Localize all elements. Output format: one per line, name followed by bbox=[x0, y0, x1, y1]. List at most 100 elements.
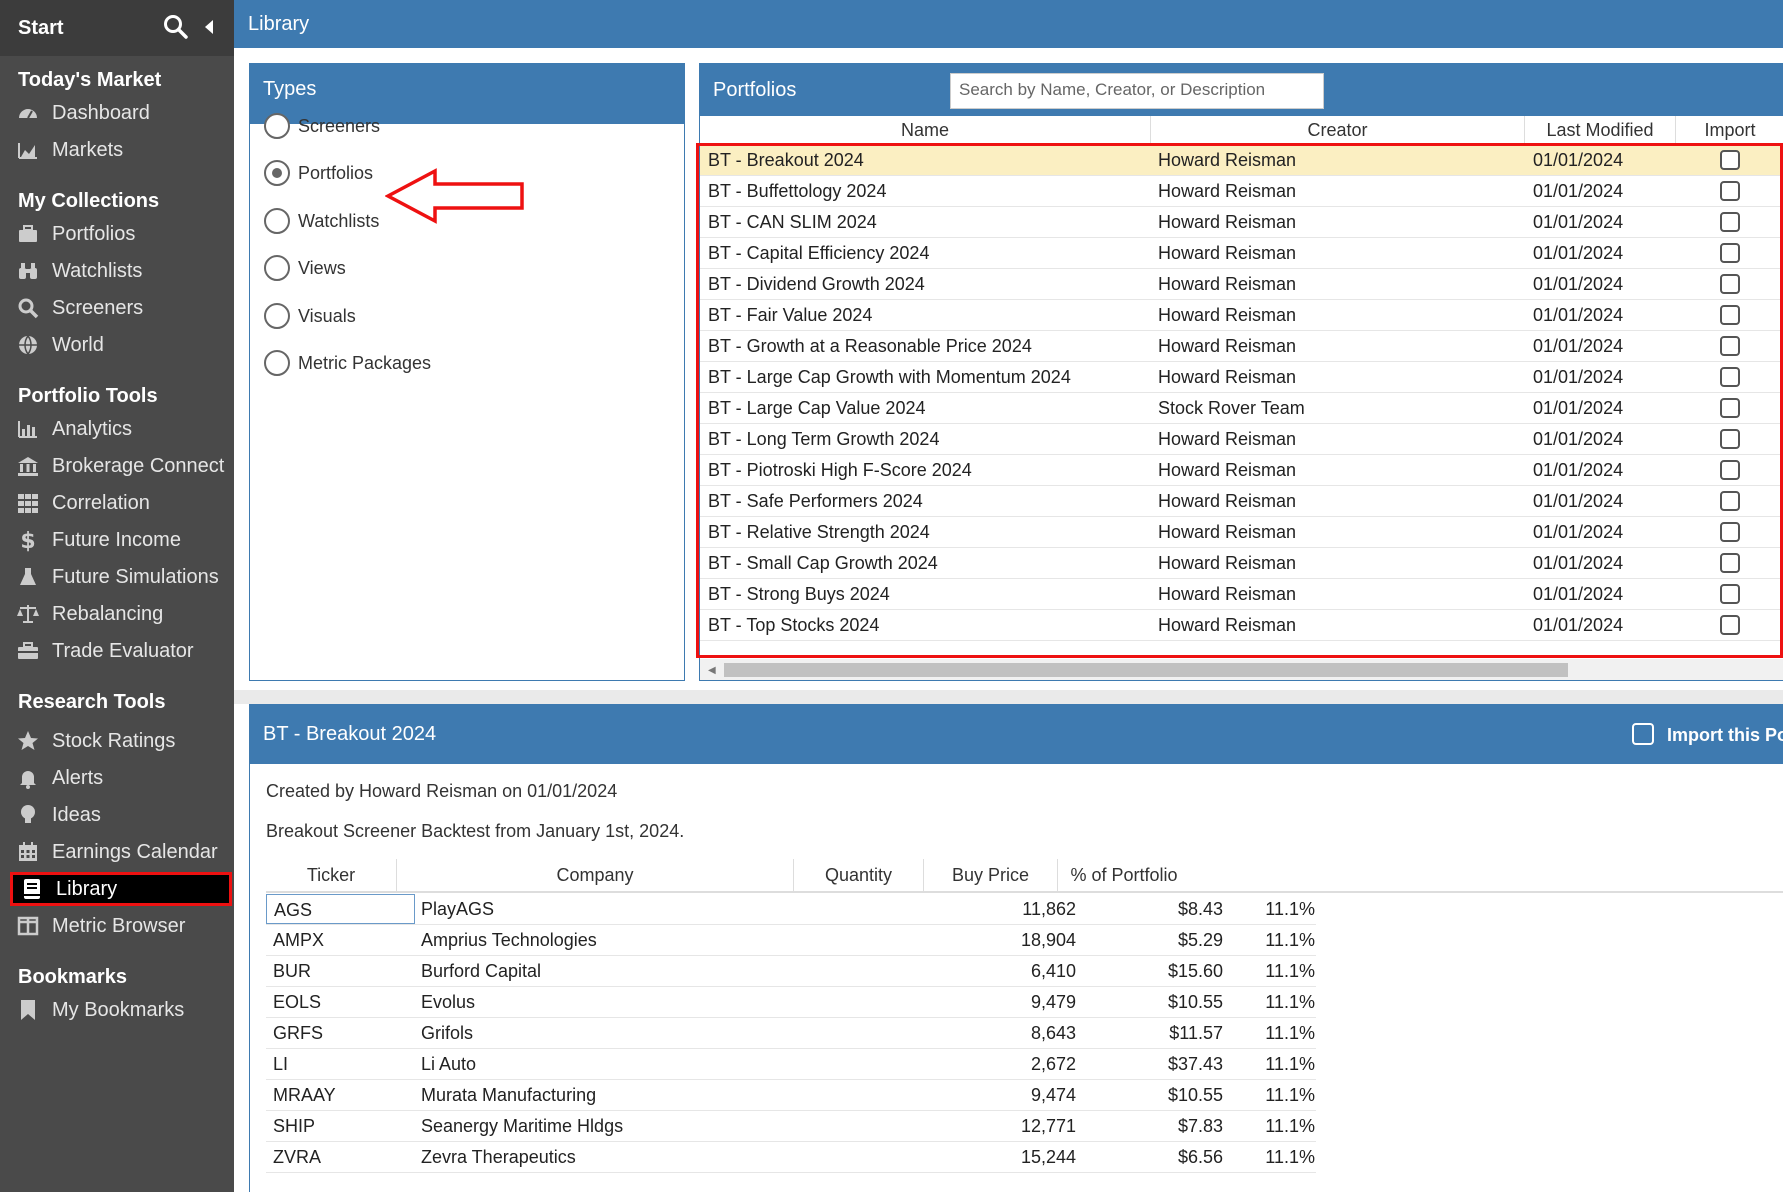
sidebar-item-future-simulations[interactable]: Future Simulations bbox=[14, 560, 228, 594]
holdings-header-company[interactable]: Company bbox=[397, 859, 794, 891]
holding-row[interactable]: MRAAY Murata Manufacturing 9,474 $10.55 11.1… bbox=[266, 1080, 1316, 1111]
radio-button[interactable] bbox=[264, 303, 290, 329]
import-portfolio-label[interactable]: Import this Por bbox=[1667, 725, 1783, 745]
sidebar-item-world[interactable]: World bbox=[14, 328, 228, 362]
holding-row[interactable]: LI Li Auto 2,672 $37.43 11.1% bbox=[266, 1049, 1316, 1080]
scrollbar-thumb[interactable] bbox=[724, 663, 1568, 677]
holding-row[interactable]: ZVRA Zevra Therapeutics 15,244 $6.56 11.1% bbox=[266, 1142, 1316, 1173]
portfolio-last-modified: 01/01/2024 bbox=[1533, 491, 1624, 511]
import-checkbox[interactable] bbox=[1720, 274, 1740, 294]
portfolio-row[interactable]: BT - CAN SLIM 2024 Howard Reisman 01/01/20… bbox=[700, 207, 1783, 238]
import-checkbox[interactable] bbox=[1720, 553, 1740, 573]
type-option-screeners[interactable]: Screeners bbox=[264, 113, 380, 139]
sidebar-item-brokerage-connect[interactable]: Brokerage Connect bbox=[14, 449, 228, 483]
type-option-portfolios[interactable]: Portfolios bbox=[264, 160, 373, 186]
portfolio-row[interactable]: BT - Small Cap Growth 2024 Howard Reisman… bbox=[700, 548, 1783, 579]
holding-row[interactable]: AMPX Amprius Technologies 18,904 $5.29 11.1% bbox=[266, 925, 1316, 956]
portfolio-row[interactable]: BT - Breakout 2024 Howard Reisman 01/01/20… bbox=[700, 145, 1783, 176]
import-checkbox[interactable] bbox=[1720, 522, 1740, 542]
sidebar-item-my-bookmarks[interactable]: My Bookmarks bbox=[14, 993, 228, 1027]
holding-row[interactable]: SHIP Seanergy Maritime Hldgs 12,771 $7.83 11… bbox=[266, 1111, 1316, 1142]
radio-button[interactable] bbox=[264, 160, 290, 186]
import-checkbox[interactable] bbox=[1720, 615, 1740, 635]
portfolios-panel: Portfolios Search by Name, Creator, or D… bbox=[699, 63, 1783, 681]
radio-button[interactable] bbox=[264, 113, 290, 139]
portfolio-row[interactable]: BT - Growth at a Reasonable Price 2024 Ho… bbox=[700, 331, 1783, 362]
import-checkbox[interactable] bbox=[1720, 212, 1740, 232]
type-option-views[interactable]: Views bbox=[264, 255, 346, 281]
sidebar-item-trade-evaluator[interactable]: Trade Evaluator bbox=[14, 634, 228, 668]
portfolio-row[interactable]: BT - Relative Strength 2024 Howard Reisma… bbox=[700, 517, 1783, 548]
portfolio-search-input[interactable]: Search by Name, Creator, or Description bbox=[950, 73, 1324, 109]
holding-row[interactable]: BUR Burford Capital 6,410 $15.60 11.1% bbox=[266, 956, 1316, 987]
import-portfolio-checkbox[interactable] bbox=[1632, 723, 1654, 745]
scroll-left-icon[interactable]: ◀ bbox=[708, 665, 716, 676]
sidebar-item-markets[interactable]: Markets bbox=[14, 133, 228, 167]
type-option-visuals[interactable]: Visuals bbox=[264, 303, 356, 329]
column-header-creator[interactable]: Creator bbox=[1151, 116, 1525, 144]
portfolio-row[interactable]: BT - Piotroski High F-Score 2024 Howard R… bbox=[700, 455, 1783, 486]
sidebar-item-metric-browser[interactable]: Metric Browser bbox=[14, 909, 228, 943]
type-option-watchlists[interactable]: Watchlists bbox=[264, 208, 379, 234]
import-checkbox[interactable] bbox=[1720, 398, 1740, 418]
import-checkbox[interactable] bbox=[1720, 336, 1740, 356]
horizontal-scrollbar[interactable]: ◀ bbox=[700, 659, 1783, 680]
portfolio-last-modified: 01/01/2024 bbox=[1533, 553, 1624, 573]
import-checkbox[interactable] bbox=[1720, 243, 1740, 263]
import-checkbox[interactable] bbox=[1720, 584, 1740, 604]
holdings-header-quantity[interactable]: Quantity bbox=[794, 859, 924, 891]
sidebar-item-screeners[interactable]: Screeners bbox=[14, 291, 228, 325]
sidebar-item-ideas[interactable]: Ideas bbox=[14, 798, 228, 832]
sidebar-item-future-income[interactable]: $ Future Income bbox=[14, 523, 228, 557]
sidebar-item-portfolios[interactable]: Portfolios bbox=[14, 217, 228, 251]
import-checkbox[interactable] bbox=[1720, 491, 1740, 511]
holding-row[interactable]: GRFS Grifols 8,643 $11.57 11.1% bbox=[266, 1018, 1316, 1049]
sidebar-item-earnings-calendar[interactable]: Earnings Calendar bbox=[14, 835, 228, 869]
import-checkbox[interactable] bbox=[1720, 460, 1740, 480]
holding-row[interactable]: EOLS Evolus 9,479 $10.55 11.1% bbox=[266, 987, 1316, 1018]
portfolio-row[interactable]: BT - Capital Efficiency 2024 Howard Reism… bbox=[700, 238, 1783, 269]
sidebar-item-alerts[interactable]: Alerts bbox=[14, 761, 228, 795]
balance-scale-icon bbox=[14, 601, 42, 627]
collapse-sidebar-icon[interactable] bbox=[203, 18, 215, 36]
start-label[interactable]: Start bbox=[18, 16, 64, 39]
search-icon[interactable] bbox=[163, 14, 189, 40]
holding-row[interactable]: AGS PlayAGS 11,862 $8.43 11.1% bbox=[266, 894, 1316, 925]
binoculars-icon bbox=[14, 258, 42, 284]
sidebar-item-stock-ratings[interactable]: Stock Ratings bbox=[14, 724, 228, 758]
portfolio-row[interactable]: BT - Dividend Growth 2024 Howard Reisman 0… bbox=[700, 269, 1783, 300]
holding-pct-portfolio: 11.1% bbox=[1265, 1054, 1315, 1074]
column-header-last-modified[interactable]: Last Modified bbox=[1525, 116, 1676, 144]
portfolio-row[interactable]: BT - Large Cap Growth with Momentum 2024… bbox=[700, 362, 1783, 393]
sidebar-item-label: Future Simulations bbox=[52, 565, 219, 588]
holdings-header-ticker[interactable]: Ticker bbox=[266, 859, 397, 891]
sidebar-item-analytics[interactable]: Analytics bbox=[14, 412, 228, 446]
portfolio-row[interactable]: BT - Strong Buys 2024 Howard Reisman 01/01… bbox=[700, 579, 1783, 610]
import-checkbox[interactable] bbox=[1720, 429, 1740, 449]
sidebar-item-watchlists[interactable]: Watchlists bbox=[14, 254, 228, 288]
import-checkbox[interactable] bbox=[1720, 181, 1740, 201]
sidebar-item-rebalancing[interactable]: Rebalancing bbox=[14, 597, 228, 631]
import-checkbox[interactable] bbox=[1720, 305, 1740, 325]
radio-button[interactable] bbox=[264, 255, 290, 281]
sidebar-item-library[interactable]: Library bbox=[10, 872, 232, 906]
holdings-header-buy-price[interactable]: Buy Price bbox=[924, 859, 1058, 891]
sidebar-item-dashboard[interactable]: Dashboard bbox=[14, 96, 228, 130]
portfolio-row[interactable]: BT - Safe Performers 2024 Howard Reisman 0… bbox=[700, 486, 1783, 517]
radio-button[interactable] bbox=[264, 350, 290, 376]
sidebar-item-correlation[interactable]: Correlation bbox=[14, 486, 228, 520]
radio-button[interactable] bbox=[264, 208, 290, 234]
holding-quantity: 8,643 bbox=[1030, 1023, 1076, 1043]
portfolio-row[interactable]: BT - Top Stocks 2024 Howard Reisman 01/01/… bbox=[700, 610, 1783, 641]
column-header-import[interactable]: Import bbox=[1704, 120, 1756, 140]
portfolio-row[interactable]: BT - Buffettology 2024 Howard Reisman 01/0… bbox=[700, 176, 1783, 207]
portfolio-row[interactable]: BT - Large Cap Value 2024 Stock Rover Tea… bbox=[700, 393, 1783, 424]
holdings-header-pct-portfolio[interactable]: % of Portfolio bbox=[1070, 865, 1178, 885]
holding-buy-price: $37.43 bbox=[1167, 1054, 1223, 1074]
type-option-metric-packages[interactable]: Metric Packages bbox=[264, 350, 431, 376]
portfolio-row[interactable]: BT - Long Term Growth 2024 Howard Reisman… bbox=[700, 424, 1783, 455]
import-checkbox[interactable] bbox=[1720, 150, 1740, 170]
portfolio-row[interactable]: BT - Fair Value 2024 Howard Reisman 01/01/… bbox=[700, 300, 1783, 331]
import-checkbox[interactable] bbox=[1720, 367, 1740, 387]
column-header-name[interactable]: Name bbox=[700, 116, 1151, 144]
